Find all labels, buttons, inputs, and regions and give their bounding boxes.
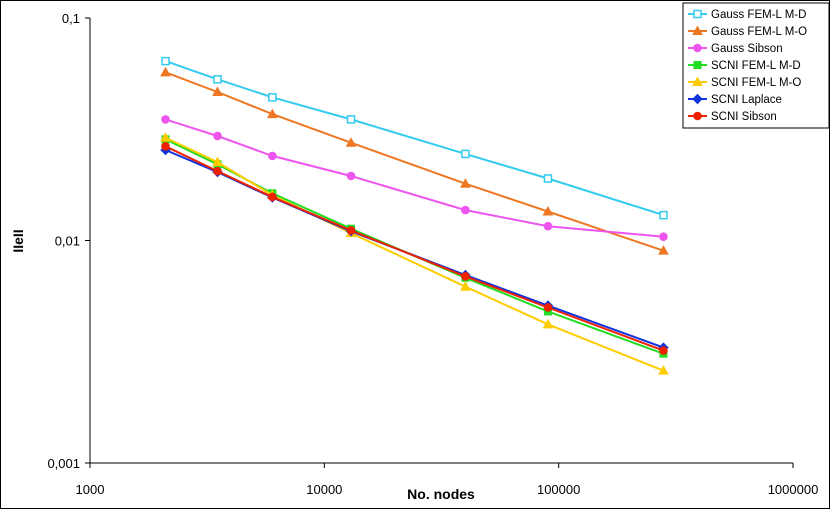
legend-swatch-marker: [693, 43, 702, 53]
data-point: [658, 245, 669, 255]
data-point: [461, 205, 470, 215]
legend-item: SCNI Sibson: [688, 111, 777, 123]
x-axis-ticks: 1000 10000 100000 1000000: [76, 463, 819, 497]
legend-label: SCNI FEM-L M-O: [711, 77, 801, 89]
legend-item: Gauss FEM-L M-D: [688, 9, 806, 21]
data-point: [346, 171, 356, 181]
data-point: [461, 272, 470, 281]
legend-swatch-marker: [693, 9, 702, 19]
legend-label: Gauss Sibson: [711, 43, 783, 55]
legend-box: [682, 2, 830, 129]
data-point: [460, 281, 471, 291]
data-point: [543, 221, 553, 231]
legend-swatch-marker: [692, 76, 703, 86]
y-tick-label: 0,1: [62, 11, 80, 26]
data-point: [542, 205, 554, 216]
data-point: [543, 303, 553, 312]
y-axis-ticks: 0,001 0,01 0,1: [47, 11, 90, 471]
y-tick-label: 0,001: [47, 456, 80, 471]
series-1: [161, 56, 668, 220]
data-point: [213, 75, 222, 84]
legend-label: SCNI FEM-L M-D: [711, 60, 801, 72]
data-point: [659, 346, 668, 355]
legend: Gauss FEM-L M-D Gauss FEM-L M-O Gauss Sibs…: [682, 2, 830, 129]
legend-swatch-marker: [692, 25, 703, 35]
data-point: [346, 226, 356, 235]
data-point: [268, 192, 277, 202]
legend-label: SCNI Sibson: [711, 111, 777, 123]
data-point: [542, 318, 554, 329]
legend-swatch-marker: [692, 93, 703, 105]
data-point: [460, 178, 471, 188]
legend-swatch-marker: [693, 111, 702, 121]
legend-swatch-marker: [693, 61, 702, 69]
y-tick-label: 0,01: [55, 234, 80, 249]
x-tick-label: 100000: [537, 482, 580, 497]
legend-label: Gauss FEM-L M-O: [711, 26, 807, 38]
series-layer: [160, 56, 669, 375]
data-point: [658, 365, 669, 375]
data-point: [346, 115, 356, 124]
legend-item: SCNI Laplace: [688, 93, 782, 106]
data-point: [461, 149, 470, 159]
data-point: [345, 137, 357, 147]
data-point: [543, 174, 553, 183]
data-point: [213, 166, 222, 176]
data-point: [659, 210, 668, 220]
data-point: [161, 115, 170, 124]
data-point: [213, 131, 222, 141]
data-point: [212, 156, 223, 167]
legend-label: SCNI Laplace: [711, 94, 782, 106]
legend-label: Gauss FEM-L M-D: [711, 9, 806, 21]
x-axis-label: No. nodes: [407, 486, 475, 502]
series-7: [161, 142, 668, 355]
legend-item: SCNI FEM-L M-D: [688, 60, 801, 72]
x-tick-label: 1000000: [768, 482, 819, 497]
data-point: [268, 151, 277, 161]
series-3: [161, 115, 668, 242]
data-point: [659, 232, 668, 242]
legend-item: Gauss Sibson: [688, 43, 783, 55]
legend-item: SCNI FEM-L M-O: [688, 76, 801, 89]
data-point: [268, 93, 277, 102]
x-tick-label: 10000: [306, 482, 342, 497]
series-2: [160, 66, 669, 255]
y-axis-label: IIeII: [10, 229, 26, 252]
data-point: [212, 86, 223, 96]
x-tick-label: 1000: [76, 482, 105, 497]
data-point: [160, 132, 171, 142]
data-point: [161, 56, 170, 66]
data-point: [160, 66, 171, 77]
data-point: [266, 108, 278, 119]
data-point: [161, 142, 170, 151]
legend-item: Gauss FEM-L M-O: [688, 25, 807, 38]
